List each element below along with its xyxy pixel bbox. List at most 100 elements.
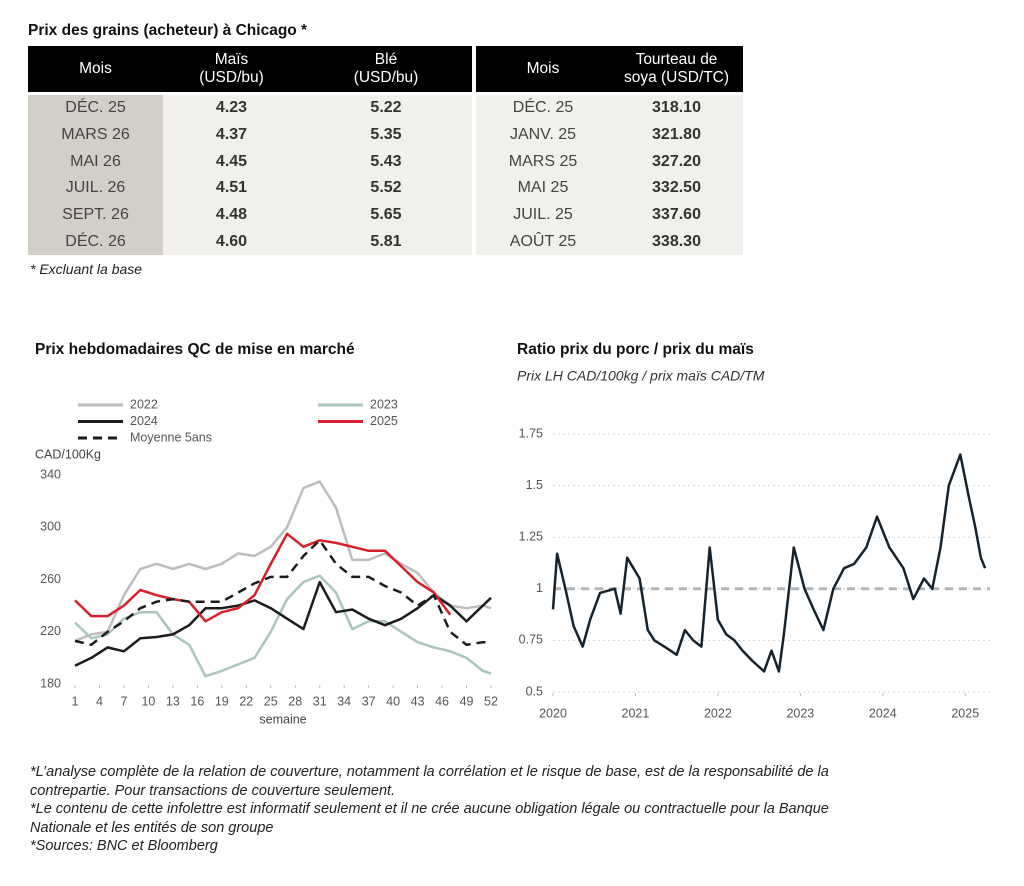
- table-cell: SEPT. 26: [28, 201, 163, 229]
- x-tick-label: 13: [166, 694, 180, 708]
- footer-note: *Le contenu de cette infolettre est info…: [30, 801, 829, 836]
- x-tick-label: 46: [435, 694, 449, 708]
- column-header: Mois: [28, 46, 163, 92]
- table-cell: 332.50: [610, 175, 743, 202]
- column-gap: [472, 92, 476, 122]
- table-body: DÉC. 25 4.23 5.22 DÉC. 25 318.10 MARS 26 4.37 5…: [28, 92, 743, 256]
- table-cell: DÉC. 26: [28, 228, 163, 256]
- table-cell: 4.51: [163, 175, 300, 202]
- table-cell: 5.35: [300, 121, 472, 149]
- chart-subtitle: Prix LH CAD/100kg / prix maïs CAD/TM: [517, 368, 765, 384]
- table-cell: 318.10: [610, 92, 743, 122]
- x-tick-label: 2025: [951, 706, 979, 720]
- x-tick-label: 52: [484, 694, 498, 708]
- table-cell: 4.48: [163, 201, 300, 229]
- y-tick-label: 180: [40, 676, 61, 690]
- x-tick-label: 37: [362, 694, 376, 708]
- y-tick-label: 1.75: [519, 426, 543, 440]
- table-cell: JUIL. 25: [476, 201, 610, 229]
- y-tick-label: 340: [40, 467, 61, 481]
- x-tick-label: 2020: [539, 706, 567, 720]
- x-tick-label: 31: [313, 694, 327, 708]
- table-cell: 5.43: [300, 148, 472, 176]
- table-cell: 5.52: [300, 175, 472, 202]
- table-cell: JANV. 25: [476, 121, 610, 149]
- charts: Prix hebdomadaires QC de mise en marché C…: [35, 341, 990, 726]
- table-header: Mois Maïs (USD/bu) Blé (USD/bu) Mois Tourtea…: [28, 46, 743, 92]
- table-cell: 321.80: [610, 121, 743, 149]
- column-header: Tourteau de soya (USD/TC): [610, 46, 743, 92]
- price-table: Mois Maïs (USD/bu) Blé (USD/bu) Mois Tourtea…: [28, 46, 743, 256]
- legend-label: 2024: [130, 414, 158, 428]
- x-tick-label: 1: [72, 694, 79, 708]
- series-line: [74, 539, 491, 647]
- legend-label: 2025: [370, 414, 398, 428]
- x-tick-label: 28: [288, 694, 302, 708]
- x-tick-label: 43: [411, 694, 425, 708]
- x-tick-label: 7: [120, 694, 127, 708]
- table-cell: 4.37: [163, 121, 300, 149]
- table-cell: MAI 26: [28, 148, 163, 176]
- y-tick-label: 1.5: [526, 478, 543, 492]
- chart-title: Prix hebdomadaires QC de mise en marché: [35, 341, 355, 358]
- x-tick-label: 22: [239, 694, 253, 708]
- table-note: * Excluant la base: [30, 261, 143, 277]
- y-tick-label: 0.5: [526, 684, 543, 698]
- table-row: MARS 26 4.37 5.35 JANV. 25 321.80: [28, 121, 743, 149]
- series-line: [74, 580, 492, 667]
- column-gap: [472, 46, 476, 92]
- series-line: [74, 480, 492, 643]
- table-row: MAI 26 4.45 5.43 MARS 25 327.20: [28, 148, 743, 176]
- column-header: Blé (USD/bu): [300, 46, 472, 92]
- column-gap: [472, 148, 476, 176]
- table-row: JUIL. 26 4.51 5.52 MAI 25 332.50: [28, 175, 743, 202]
- y-tick-label: 260: [40, 572, 61, 586]
- y-tick-label: 0.75: [519, 633, 543, 647]
- chart-title: Ratio prix du porc / prix du maïs: [517, 341, 754, 358]
- footer-note: *L’analyse complète de la relation de co…: [30, 764, 829, 799]
- y-tick-label: 1: [536, 581, 543, 595]
- x-tick-label: 2023: [786, 706, 814, 720]
- table-cell: DÉC. 25: [28, 92, 163, 122]
- x-tick-label: 34: [337, 694, 351, 708]
- table-row: DÉC. 26 4.60 5.81 AOÛT 25 338.30: [28, 228, 743, 256]
- x-tick-label: 49: [460, 694, 474, 708]
- x-tick-label: 2021: [622, 706, 650, 720]
- x-tick-label: 40: [386, 694, 400, 708]
- table-cell: 5.22: [300, 92, 472, 122]
- table-cell: MAI 25: [476, 175, 610, 202]
- table-cell: 5.81: [300, 228, 472, 256]
- table-cell: MARS 25: [476, 148, 610, 176]
- y-tick-label: 300: [40, 520, 61, 534]
- column-gap: [472, 228, 476, 256]
- x-tick-label: 19: [215, 694, 229, 708]
- x-tick-label: 25: [264, 694, 278, 708]
- y-tick-label: 1.25: [519, 529, 543, 543]
- footer-notes: *L’analyse complète de la relation de co…: [30, 763, 870, 856]
- x-tick-label: 4: [96, 694, 103, 708]
- x-tick-label: 10: [141, 694, 155, 708]
- table-cell: 4.23: [163, 92, 300, 122]
- column-header: Mois: [476, 46, 610, 92]
- table-cell: 4.60: [163, 228, 300, 256]
- x-tick-label: 16: [190, 694, 204, 708]
- table-cell: 338.30: [610, 228, 743, 256]
- legend-label: 2023: [370, 397, 398, 411]
- table-row: SEPT. 26 4.48 5.65 JUIL. 25 337.60: [28, 201, 743, 229]
- table-cell: JUIL. 26: [28, 175, 163, 202]
- series-line: [74, 532, 452, 623]
- table-cell: DÉC. 25: [476, 92, 610, 122]
- series-line: [74, 574, 492, 678]
- x-tick-label: 2022: [704, 706, 732, 720]
- column-gap: [472, 201, 476, 229]
- x-tick-label: 2024: [869, 706, 897, 720]
- column-gap: [472, 121, 476, 149]
- table-title: Prix des grains (acheteur) à Chicago *: [28, 22, 308, 39]
- table-cell: AOÛT 25: [476, 228, 610, 256]
- table-cell: 327.20: [610, 148, 743, 176]
- table-cell: 337.60: [610, 201, 743, 229]
- footer-note: *Sources: BNC et Bloomberg: [30, 838, 218, 854]
- legend-label: 2022: [130, 397, 158, 411]
- table-cell: 5.65: [300, 201, 472, 229]
